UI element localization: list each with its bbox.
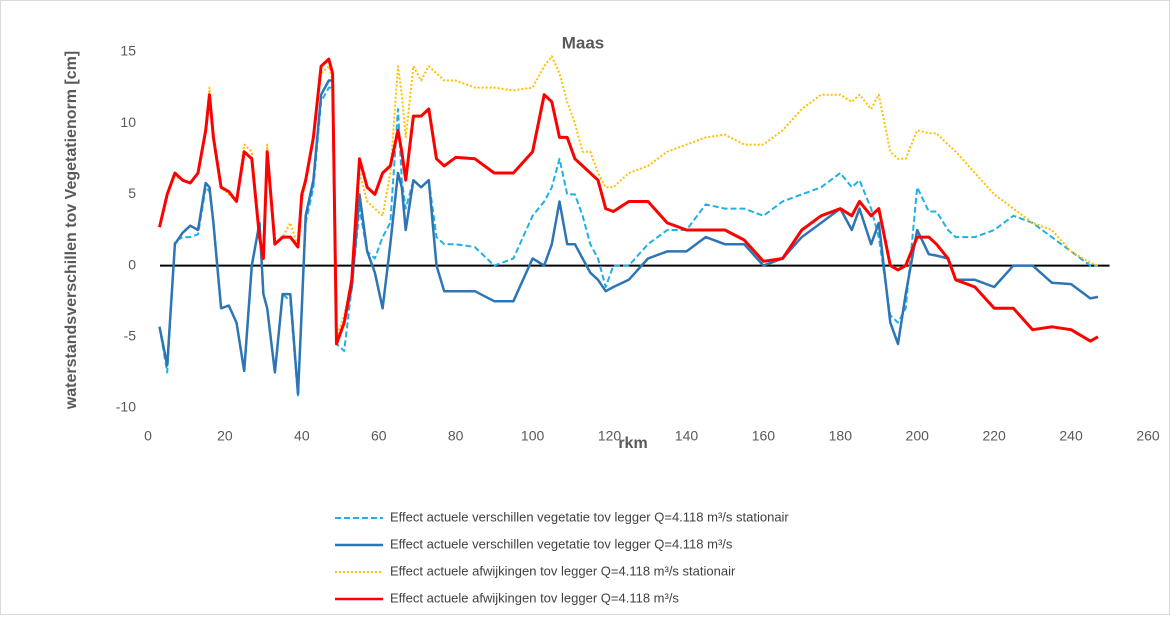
y-axis-label: waterstandsverschillen tov Vegetatienorm… [63, 51, 80, 410]
legend-label: Effect actuele verschillen vegetatie tov… [390, 536, 733, 551]
x-tick-label: 240 [1059, 428, 1083, 444]
x-tick-label: 60 [371, 428, 387, 444]
y-tick-label: 15 [120, 43, 136, 59]
y-tick-label: -10 [116, 399, 136, 415]
legend-label: Effect actuele verschillen vegetatie tov… [390, 509, 789, 524]
x-tick-label: 20 [217, 428, 233, 444]
x-tick-label: 160 [752, 428, 776, 444]
x-tick-label: 200 [906, 428, 930, 444]
chart-title: Maas [562, 33, 605, 52]
x-axis-label: rkm [618, 435, 647, 452]
x-tick-label: 0 [144, 428, 152, 444]
x-tick-label: 40 [294, 428, 310, 444]
x-tick-label: 220 [982, 428, 1006, 444]
series-line [158, 57, 1099, 346]
y-tick-label: -5 [124, 328, 137, 344]
y-tick-label: 10 [120, 114, 136, 130]
x-tick-label: 180 [829, 428, 853, 444]
legend-label: Effect actuele afwijkingen tov legger Q=… [390, 590, 679, 605]
y-tick-label: 5 [128, 185, 136, 201]
series-line [158, 79, 1099, 396]
y-tick-label: 0 [128, 256, 136, 272]
x-tick-label: 120 [598, 428, 622, 444]
x-tick-label: 80 [448, 428, 464, 444]
x-tick-label: 260 [1136, 428, 1160, 444]
x-tick-label: 140 [675, 428, 699, 444]
x-tick-label: 100 [521, 428, 545, 444]
legend-label: Effect actuele afwijkingen tov legger Q=… [390, 563, 736, 578]
